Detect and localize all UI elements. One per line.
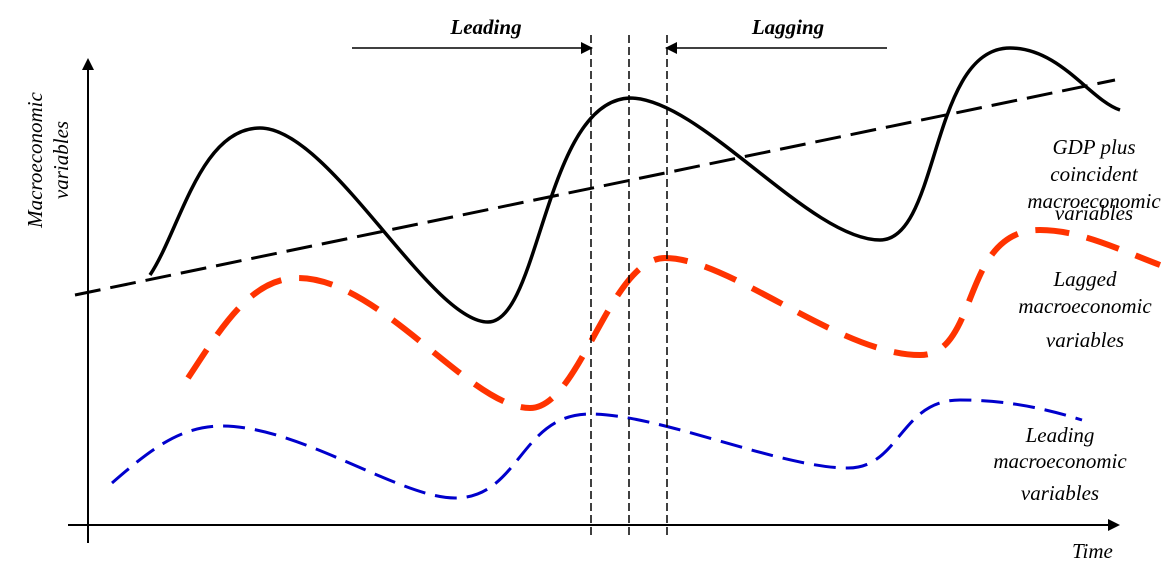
lagging-marker-label: Lagging (751, 15, 824, 39)
y-axis-label-line1: Macroeconomic (23, 91, 47, 228)
leading-label: Leading macroeconomic variables (993, 423, 1127, 505)
gdp-label: GDP plus coincident macroeconomic variab… (1027, 135, 1161, 225)
lagged-label-line3: variables (1046, 328, 1124, 352)
gdp-label-line2: coincident (1050, 162, 1139, 186)
leading-marker-label: Leading (449, 15, 521, 39)
gdp-label-line4: variables (1055, 201, 1133, 225)
leading-curve (111, 398, 1083, 500)
leading-label-line1: Leading (1025, 423, 1095, 447)
x-axis-label: Time (1072, 539, 1113, 561)
lagged-label-line2: macroeconomic (1018, 294, 1152, 318)
leading-label-line2: macroeconomic (993, 449, 1127, 473)
gdp-curve (148, 46, 1121, 324)
lagged-label-line1: Lagged (1053, 267, 1118, 291)
y-axis-label-line2: variables (49, 121, 73, 199)
trend-line (74, 78, 1116, 297)
lagged-curve (185, 226, 1162, 412)
lagged-label: Lagged macroeconomic variables (1018, 267, 1152, 352)
leading-label-line3: variables (1021, 481, 1099, 505)
gdp-label-line3: macroeconomic (1027, 189, 1161, 213)
gdp-label-line1: GDP plus (1052, 135, 1135, 159)
